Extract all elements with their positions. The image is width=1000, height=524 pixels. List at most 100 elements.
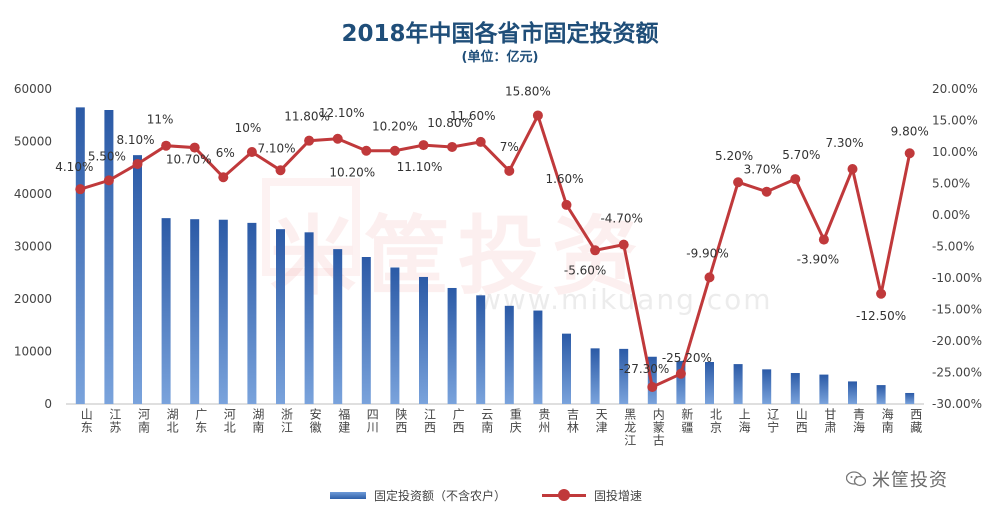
- bar: [619, 348, 629, 404]
- growth-point: [761, 186, 772, 197]
- y-right-tick-label: -15.00%: [932, 303, 982, 317]
- y-left-tick-label: 30000: [14, 240, 52, 254]
- growth-point: [904, 148, 915, 159]
- growth-data-label: 10%: [235, 121, 262, 135]
- x-tick-label: 广西: [451, 408, 465, 434]
- growth-data-label: 5.50%: [88, 149, 126, 163]
- y-right-tick-label: -25.00%: [932, 366, 982, 380]
- y-right-tick-label: -20.00%: [932, 334, 982, 348]
- x-tick-label: 河北: [222, 408, 236, 434]
- bar: [419, 276, 428, 404]
- x-tick-label: 吉林: [566, 408, 580, 434]
- x-tick-label: 海南: [880, 407, 894, 434]
- growth-data-label: -25.20%: [662, 351, 712, 365]
- growth-data-label: 4.10%: [55, 160, 93, 174]
- growth-point: [332, 133, 343, 144]
- growth-point: [475, 136, 486, 147]
- x-tick-label: 福建: [337, 407, 351, 434]
- x-tick-label: 湖北: [165, 407, 179, 434]
- y-left-tick-label: 20000: [14, 292, 52, 306]
- watermark-url: www.mikuang.com: [478, 283, 773, 316]
- growth-data-label: 6%: [216, 146, 235, 160]
- growth-point: [704, 272, 715, 283]
- growth-data-label: 7.10%: [257, 141, 295, 155]
- growth-data-label: 5.20%: [715, 149, 753, 163]
- x-tick-label: 重庆: [508, 408, 522, 434]
- growth-data-label: 12.10%: [319, 106, 365, 120]
- bar: [104, 110, 114, 404]
- growth-point: [418, 140, 429, 151]
- x-tick-label: 云南: [480, 408, 494, 434]
- bar: [819, 374, 829, 404]
- bar: [790, 373, 800, 404]
- x-tick-label: 江苏: [108, 408, 122, 434]
- growth-point: [132, 158, 143, 169]
- bar: [390, 267, 400, 404]
- growth-data-label: 10.20%: [329, 166, 375, 180]
- y-right-tick-label: -30.00%: [932, 397, 982, 411]
- legend-line-swatch: [542, 488, 587, 502]
- growth-point: [590, 245, 601, 256]
- x-tick-label: 陕西: [394, 407, 408, 434]
- growth-point: [161, 140, 172, 151]
- bar: [161, 218, 171, 404]
- legend-bar-label: 固定投资额（不含农户）: [374, 488, 507, 503]
- bar: [75, 107, 85, 404]
- growth-point: [389, 145, 400, 156]
- growth-data-label: 9.80%: [891, 124, 929, 138]
- bar: [190, 219, 200, 404]
- growth-data-label: 10.80%: [427, 116, 473, 130]
- growth-data-label: -5.60%: [564, 263, 606, 277]
- x-tick-label: 甘肃: [823, 408, 837, 434]
- bar: [447, 287, 457, 404]
- x-tick-label: 西藏: [909, 408, 923, 434]
- y-left-tick-label: 10000: [14, 345, 52, 359]
- growth-point: [790, 174, 801, 185]
- y-right-tick-label: 5.00%: [932, 177, 970, 191]
- x-tick-label: 山东: [79, 408, 93, 434]
- y-right-tick-label: -5.00%: [932, 240, 974, 254]
- y-right-tick-label: 0.00%: [932, 208, 970, 222]
- x-tick-label: 山西: [794, 408, 808, 434]
- growth-point: [275, 165, 286, 176]
- bar: [361, 257, 371, 404]
- growth-point: [561, 199, 572, 210]
- bar: [304, 232, 314, 404]
- growth-data-label: 3.70%: [744, 163, 782, 177]
- bar: [562, 333, 571, 404]
- growth-data-label: 11%: [147, 113, 174, 127]
- x-tick-label: 河南: [137, 408, 151, 434]
- bar: [504, 305, 514, 404]
- growth-point: [103, 175, 114, 186]
- x-tick-label: 北京: [709, 408, 723, 434]
- growth-data-label: 15.80%: [505, 84, 551, 98]
- growth-data-label: 10.70%: [166, 153, 212, 167]
- x-tick-label: 天津: [594, 408, 608, 434]
- bar: [676, 360, 686, 404]
- bar: [848, 381, 857, 404]
- growth-point: [818, 234, 829, 245]
- legend-bar-swatch: [330, 491, 366, 499]
- bar: [876, 385, 886, 404]
- bar: [247, 222, 257, 404]
- y-right-tick-label: -10.00%: [932, 271, 982, 285]
- x-tick-label: 青海: [852, 408, 866, 434]
- bar: [733, 364, 743, 404]
- x-tick-label: 安徽: [308, 407, 322, 434]
- growth-point: [304, 135, 315, 146]
- y-right-tick-label: 20.00%: [932, 82, 978, 96]
- growth-point: [618, 239, 629, 250]
- growth-data-label: 11.60%: [450, 109, 496, 123]
- growth-data-label: 8.10%: [116, 133, 154, 147]
- growth-point: [504, 165, 515, 176]
- growth-data-label: 11.80%: [284, 110, 330, 124]
- growth-data-label: -4.70%: [600, 212, 642, 226]
- x-tick-label: 四川: [365, 408, 379, 434]
- growth-point: [246, 147, 257, 157]
- growth-point: [189, 142, 200, 153]
- y-left-tick-label: 0: [44, 397, 52, 411]
- growth-point: [447, 141, 458, 152]
- y-right-tick-label: 15.00%: [932, 114, 978, 128]
- x-tick-label: 内蒙古: [651, 408, 665, 447]
